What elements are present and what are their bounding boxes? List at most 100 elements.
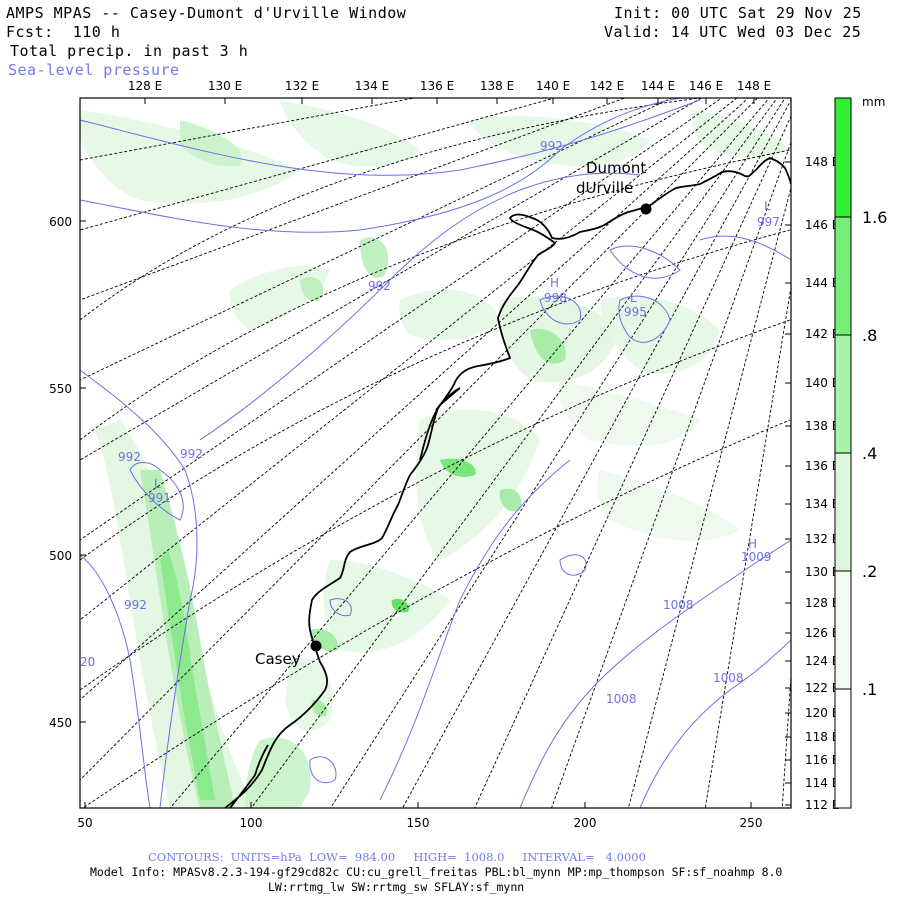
right-lon-label: 146 E — [805, 218, 839, 232]
top-lon-label: 136 E — [420, 79, 454, 93]
right-lon-label: 148 E — [805, 155, 839, 169]
top-lon-label: 148 E — [737, 79, 771, 93]
station-label-dumont: Dumont — [586, 159, 646, 177]
right-ticks — [785, 161, 791, 806]
top-lon-label: 130 E — [208, 79, 242, 93]
left-y-label: 450 — [49, 716, 72, 730]
isobar-label: 992 — [540, 139, 563, 153]
right-lon-label: 140 E — [805, 376, 839, 390]
right-lon-label: 124 E — [805, 654, 839, 668]
top-lon-label: 146 E — [689, 79, 723, 93]
left-y-label: 500 — [49, 549, 72, 563]
isobars — [80, 98, 791, 808]
station-label-casey: Casey — [255, 650, 301, 668]
right-lon-labels: 148 E 146 E 144 E 142 E 140 E 138 E 136 … — [805, 155, 839, 812]
colorbar-label: 1.6 — [862, 208, 887, 227]
bottom-x-label: 100 — [240, 816, 263, 830]
model-info: Model Info: MPASv8.2.3-194-gf29cd82c CU:… — [90, 865, 783, 879]
right-lon-label: 130 E — [805, 565, 839, 579]
isobar-label: 995 — [624, 305, 647, 319]
isobar-label: 992 — [368, 279, 391, 293]
left-ticks — [80, 220, 86, 723]
top-lon-label: 128 E — [128, 79, 162, 93]
bottom-x-label: 150 — [407, 816, 430, 830]
bottom-x-label: 250 — [740, 816, 763, 830]
valid-time: Valid: 14 UTC Wed 03 Dec 25 — [604, 23, 862, 41]
isobar-label: 1008 — [663, 598, 694, 612]
init-time: Init: 00 UTC Sat 29 Nov 25 — [614, 4, 862, 22]
colorbar-swatch — [835, 217, 851, 335]
top-lon-label: 138 E — [480, 79, 514, 93]
colorbar-swatch — [835, 335, 851, 453]
colorbar-swatch — [835, 453, 851, 571]
model-info-line2: LW:rrtmg_lw SW:rrtmg_sw SFLAY:sf_mynn — [268, 880, 525, 894]
high-label: H — [550, 276, 559, 290]
right-lon-label: 136 E — [805, 459, 839, 473]
low-label: L — [630, 291, 637, 305]
bottom-x-labels: 50 100 150 200 250 — [77, 816, 762, 830]
isobar-label: 998 — [544, 291, 567, 305]
top-lon-label: 144 E — [641, 79, 675, 93]
top-lon-label: 132 E — [285, 79, 319, 93]
right-lon-label: 128 E — [805, 596, 839, 610]
isobar-label: 997 — [757, 215, 780, 229]
colorbar-swatch — [835, 689, 851, 808]
colorbar-swatch — [835, 571, 851, 689]
station-label-durville: dUrville — [576, 179, 633, 197]
low-label: L — [154, 477, 161, 491]
top-lon-labels: 128 E 130 E 132 E 134 E 136 E 138 E 140 … — [128, 79, 771, 93]
isobar-label: 20 — [80, 655, 95, 669]
right-lon-label: 120 E — [805, 706, 839, 720]
bottom-x-label: 200 — [574, 816, 597, 830]
right-lon-label: 116 E — [805, 753, 839, 767]
colorbar-label: .4 — [862, 444, 877, 463]
high-label: H — [748, 537, 757, 551]
overlay-name: Sea-level pressure — [8, 61, 180, 79]
map-panel: Dumont dUrville Casey 992 992 992 992 99… — [80, 98, 791, 808]
isobar-label: 991 — [148, 491, 171, 505]
right-lon-label: 126 E — [805, 626, 839, 640]
right-lon-label: 144 E — [805, 276, 839, 290]
right-lon-label: 138 E — [805, 419, 839, 433]
forecast-hour: Fcst: 110 h — [6, 23, 121, 41]
colorbar-label: .1 — [862, 680, 877, 699]
right-lon-label: 132 E — [805, 532, 839, 546]
colorbar: mm 1.6 .8 .4 .2 .1 — [834, 95, 887, 809]
map-title: AMPS MPAS -- Casey-Dumont d'Urville Wind… — [6, 4, 407, 22]
right-lon-label: 118 E — [805, 730, 839, 744]
isobar-label: 992 — [180, 447, 203, 461]
isobar-label: 1008 — [606, 692, 637, 706]
right-lon-label: 122 E — [805, 681, 839, 695]
top-ticks — [144, 98, 755, 104]
colorbar-unit: mm — [862, 95, 885, 109]
isobar-label: 992 — [118, 450, 141, 464]
casey-marker — [310, 640, 322, 652]
right-lon-label: 134 E — [805, 497, 839, 511]
isobar-label: 1009 — [741, 550, 772, 564]
bottom-x-label: 50 — [77, 816, 92, 830]
colorbar-label: .2 — [862, 562, 877, 581]
left-y-labels: 600 550 500 450 — [49, 215, 72, 730]
station-markers — [310, 203, 652, 652]
bottom-ticks — [84, 802, 752, 808]
right-lon-label: 112 E — [805, 798, 839, 812]
left-y-label: 600 — [49, 215, 72, 229]
map-frame — [79, 97, 792, 809]
isobar-label: 1008 — [713, 671, 744, 685]
graticule — [80, 98, 791, 808]
low-label: L — [764, 199, 771, 213]
isobar-labels: 992 992 992 992 992 991 998 995 997 1008… — [80, 139, 780, 706]
left-y-label: 550 — [49, 382, 72, 396]
dumont-durville-marker — [640, 203, 652, 215]
top-lon-label: 140 E — [536, 79, 570, 93]
colorbar-swatch — [835, 98, 851, 217]
colorbar-label: .8 — [862, 326, 877, 345]
field-name: Total precip. in past 3 h — [10, 42, 249, 60]
top-lon-label: 134 E — [355, 79, 389, 93]
right-lon-label: 142 E — [805, 327, 839, 341]
top-lon-label: 142 E — [590, 79, 624, 93]
isobar-label: 992 — [124, 598, 147, 612]
contour-info: CONTOURS: UNITS=hPa LOW= 984.00 HIGH= 10… — [148, 850, 646, 864]
coastline — [224, 157, 791, 808]
